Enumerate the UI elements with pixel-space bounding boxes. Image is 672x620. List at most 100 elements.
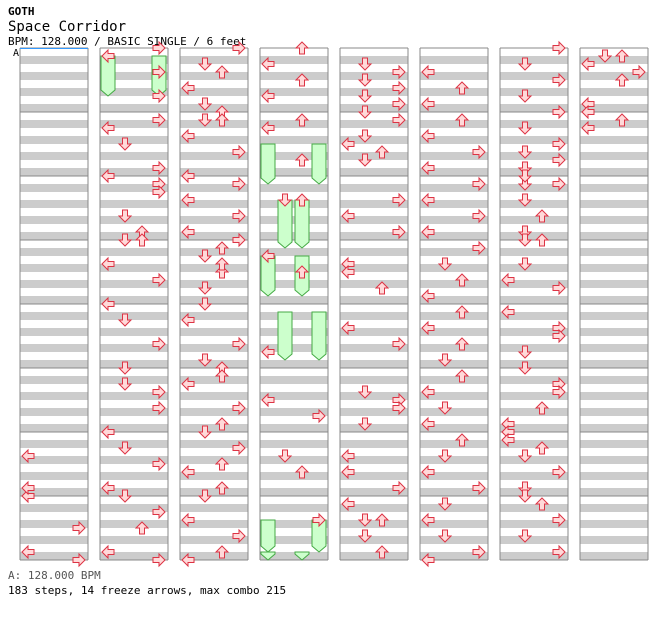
- step-arrow-up: [214, 65, 230, 79]
- step-arrow-left: [421, 464, 435, 480]
- step-arrow-left: [101, 424, 115, 440]
- step-arrow-right: [392, 336, 406, 352]
- step-arrow-left: [21, 480, 35, 496]
- step-arrow-left: [421, 552, 435, 568]
- beat-stripe: [20, 136, 88, 144]
- step-arrow-right: [552, 280, 566, 296]
- beat-stripe: [20, 504, 88, 512]
- step-arrow-right: [552, 152, 566, 168]
- step-arrow-right: [232, 232, 246, 248]
- beat-stripe: [500, 488, 568, 496]
- step-arrow-down: [357, 105, 373, 119]
- beat-stripe: [260, 536, 328, 544]
- step-arrow-right: [312, 408, 326, 424]
- beat-stripe: [580, 248, 648, 256]
- step-arrow-up: [294, 73, 310, 87]
- beat-stripe: [180, 520, 248, 528]
- beat-stripe: [580, 120, 648, 128]
- freeze-arrow: [277, 311, 293, 361]
- beat-stripe: [580, 424, 648, 432]
- step-arrow-right: [392, 80, 406, 96]
- beat-stripe: [180, 248, 248, 256]
- beat-stripe: [100, 472, 168, 480]
- beat-stripe: [420, 120, 488, 128]
- step-arrow-up: [214, 113, 230, 127]
- step-arrow-up: [294, 153, 310, 167]
- step-arrow-down: [117, 233, 133, 247]
- beat-stripe: [500, 472, 568, 480]
- beat-stripe: [420, 88, 488, 96]
- beat-stripe: [420, 72, 488, 80]
- beat-stripe: [340, 392, 408, 400]
- beat-stripe: [100, 104, 168, 112]
- step-arrow-left: [181, 312, 195, 328]
- beat-stripe: [420, 344, 488, 352]
- step-arrow-right: [232, 400, 246, 416]
- step-arrow-right: [152, 384, 166, 400]
- step-arrow-left: [101, 256, 115, 272]
- beat-stripe: [580, 264, 648, 272]
- step-arrow-left: [421, 128, 435, 144]
- beat-stripe: [580, 376, 648, 384]
- beat-stripe: [580, 312, 648, 320]
- step-arrow-up: [294, 113, 310, 127]
- step-arrow-right: [72, 520, 86, 536]
- beat-stripe: [340, 88, 408, 96]
- beat-stripe: [20, 72, 88, 80]
- step-arrow-down: [357, 153, 373, 167]
- step-arrow-left: [181, 552, 195, 568]
- step-arrow-down: [517, 145, 533, 159]
- beat-stripe: [260, 440, 328, 448]
- step-arrow-down: [437, 257, 453, 271]
- beat-stripe: [500, 216, 568, 224]
- beat-stripe: [580, 56, 648, 64]
- beat-stripe: [340, 344, 408, 352]
- step-arrow-down: [277, 193, 293, 207]
- beat-stripe: [580, 152, 648, 160]
- step-arrow-down: [517, 169, 533, 183]
- beat-stripe: [580, 200, 648, 208]
- step-arrow-down: [517, 121, 533, 135]
- step-arrow-down: [517, 233, 533, 247]
- beat-stripe: [20, 88, 88, 96]
- step-arrow-left: [341, 320, 355, 336]
- beat-stripe: [420, 456, 488, 464]
- beat-stripe: [180, 504, 248, 512]
- beat-stripe: [340, 440, 408, 448]
- beat-stripe: [260, 216, 328, 224]
- beat-stripe: [580, 440, 648, 448]
- beat-stripe: [500, 360, 568, 368]
- step-arrow-right: [632, 64, 646, 80]
- beat-stripe: [340, 200, 408, 208]
- step-arrow-right: [552, 464, 566, 480]
- beat-stripe: [420, 472, 488, 480]
- beat-stripe: [420, 408, 488, 416]
- beat-stripe: [20, 120, 88, 128]
- step-arrow-up: [134, 521, 150, 535]
- beat-stripe: [20, 456, 88, 464]
- beat-stripe: [20, 168, 88, 176]
- freeze-arrow: [294, 199, 310, 249]
- step-arrow-right: [552, 384, 566, 400]
- beat-stripe: [340, 56, 408, 64]
- beat-stripe: [260, 456, 328, 464]
- step-arrow-up: [214, 417, 230, 431]
- step-arrow-right: [472, 176, 486, 192]
- beat-stripe: [340, 296, 408, 304]
- step-arrow-down: [357, 73, 373, 87]
- step-arrow-right: [392, 224, 406, 240]
- step-arrow-left: [181, 192, 195, 208]
- beat-stripe: [100, 248, 168, 256]
- step-arrow-up: [534, 401, 550, 415]
- step-arrow-down: [117, 313, 133, 327]
- step-arrow-right: [392, 64, 406, 80]
- beat-stripe: [260, 408, 328, 416]
- chart-column-3: [179, 40, 249, 568]
- step-arrow-down: [357, 529, 373, 543]
- beat-stripe: [420, 200, 488, 208]
- step-arrow-right: [392, 96, 406, 112]
- beat-stripe: [340, 248, 408, 256]
- step-arrow-left: [181, 224, 195, 240]
- step-arrow-right: [472, 240, 486, 256]
- beat-stripe: [260, 488, 328, 496]
